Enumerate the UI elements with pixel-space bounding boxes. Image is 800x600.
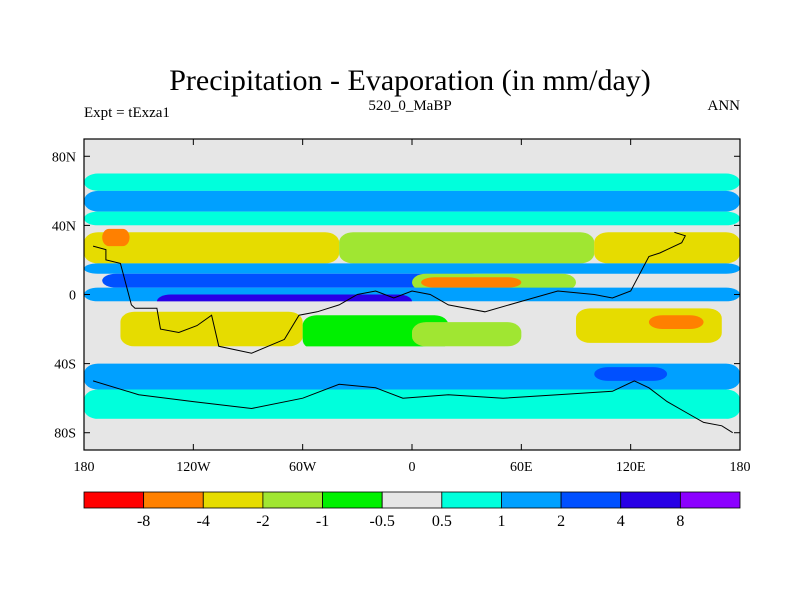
colorbar-box-1 — [143, 491, 204, 509]
colorbar-label-6: 1 — [497, 513, 505, 530]
coastline-0 — [92, 231, 687, 354]
x-tick-label-0: 180 — [74, 460, 95, 475]
coastline-1 — [92, 380, 733, 434]
colorbar-label-9: 8 — [676, 513, 684, 530]
coastlines — [92, 231, 733, 434]
colorbar-box-7 — [501, 491, 562, 509]
contour-band-20 — [648, 315, 704, 330]
x-axis-ticks: 180 120W 60W 0 60E 120E 180 — [74, 139, 751, 475]
colorbar-box-6 — [441, 491, 502, 509]
colorbar-label-5: 0.5 — [432, 513, 452, 530]
colorbar-label-1: -4 — [197, 513, 210, 530]
contour-band-10 — [102, 273, 485, 288]
contour-band-2 — [84, 190, 740, 212]
subtitle-left: Expt = tExza1 — [84, 105, 170, 121]
contour-band-8 — [102, 228, 130, 247]
contour-band-22 — [84, 363, 740, 390]
x-tick-label-6: 180 — [730, 460, 751, 475]
colorbar-box-3 — [262, 491, 323, 509]
contour-band-3 — [84, 211, 740, 226]
contour-band-16 — [120, 311, 303, 347]
contour-band-15 — [84, 301, 740, 312]
x-tick-label-5: 120E — [616, 460, 646, 475]
contour-band-7 — [594, 232, 740, 264]
contour-band-0 — [84, 139, 740, 174]
contour-band-18 — [412, 322, 522, 347]
chart-title: Precipitation - Evaporation (in mm/day) — [169, 64, 651, 97]
contour-band-5 — [84, 232, 340, 264]
colorbar-label-4: -0.5 — [370, 513, 395, 530]
colorbar-box-4 — [322, 491, 383, 509]
y-tick-label-1: 40N — [52, 219, 76, 234]
contour-band-4 — [84, 225, 740, 233]
colorbar-label-2: -2 — [256, 513, 269, 530]
colorbar-box-0 — [83, 491, 145, 509]
y-tick-label-0: 80N — [52, 150, 76, 165]
colorbar-box-10 — [679, 491, 741, 509]
colorbar-box-9 — [620, 491, 681, 509]
contour-band-12 — [421, 277, 522, 288]
colorbar-label-7: 2 — [557, 513, 565, 530]
contour-band-23 — [594, 367, 668, 381]
x-tick-label-2: 60W — [289, 460, 317, 475]
contour-band-24 — [84, 389, 740, 419]
contour-band-6 — [339, 232, 595, 264]
colorbar-label-8: 4 — [617, 513, 625, 530]
y-tick-label-2: 0 — [69, 289, 76, 304]
contour-band-21 — [84, 346, 740, 364]
colorbar-box-5 — [381, 491, 443, 509]
contour-band-25 — [84, 418, 740, 450]
y-tick-label-4: 80S — [54, 427, 76, 442]
y-axis-ticks: 80N 40N 0 40S 80S — [52, 150, 740, 442]
colorbar-label-0: -8 — [137, 513, 150, 530]
colorbar-label-3: -1 — [316, 513, 329, 530]
colorbar-box-2 — [202, 491, 264, 509]
colorbar-box-8 — [560, 491, 622, 509]
x-tick-label-1: 120W — [176, 460, 211, 475]
x-tick-label-3: 0 — [409, 460, 416, 475]
subtitle-right: ANN — [708, 98, 741, 114]
contour-band-17 — [302, 315, 449, 350]
colorbar: -8 -4 -2 -1 -0.5 0.5 1 2 4 8 — [83, 491, 741, 530]
x-tick-label-4: 60E — [510, 460, 533, 475]
subtitle-center: 520_0_MaBP — [368, 98, 451, 114]
contour-fill-bands — [84, 139, 740, 450]
y-tick-label-3: 40S — [54, 358, 76, 373]
contour-band-9 — [84, 263, 740, 274]
contour-band-1 — [84, 173, 740, 191]
